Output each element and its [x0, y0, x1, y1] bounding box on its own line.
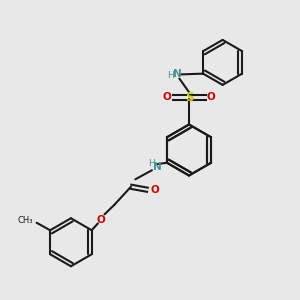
Text: CH₃: CH₃: [17, 216, 33, 225]
Text: O: O: [207, 92, 216, 103]
Text: H: H: [168, 70, 174, 80]
Text: O: O: [162, 92, 171, 103]
Text: O: O: [150, 185, 159, 195]
Text: S: S: [185, 91, 193, 104]
Text: H: H: [148, 159, 155, 168]
Text: O: O: [97, 215, 105, 225]
Text: N: N: [153, 162, 162, 172]
Text: N: N: [173, 69, 182, 80]
